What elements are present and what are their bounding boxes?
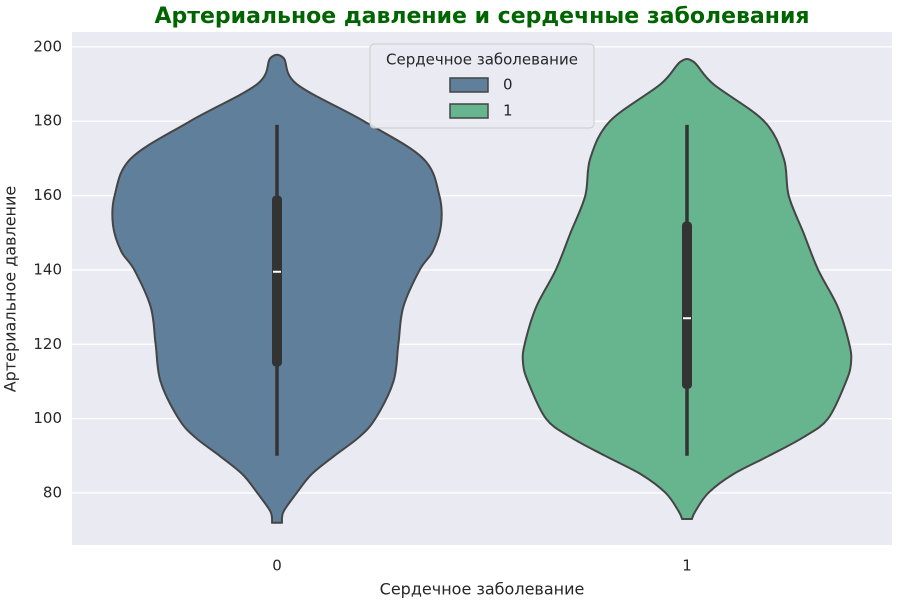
y-tick-label: 160 <box>33 186 62 204</box>
box <box>682 221 692 389</box>
x-tick-label: 0 <box>272 557 282 575</box>
marks <box>111 53 853 524</box>
x-axis-label: Сердечное заболевание <box>380 580 585 599</box>
y-tick-label: 180 <box>33 112 62 130</box>
legend-label: 1 <box>503 102 513 120</box>
y-tick-label: 100 <box>33 409 62 427</box>
y-axis-label: Артериальное давление <box>1 186 20 393</box>
y-tick-label: 140 <box>33 260 62 278</box>
legend-label: 0 <box>503 76 513 94</box>
legend-swatch <box>449 77 489 93</box>
x-tick-label: 1 <box>682 557 692 575</box>
legend-title: Сердечное заболевание <box>386 51 578 69</box>
y-tick-label: 80 <box>43 483 62 501</box>
legend: Сердечное заболевание 0 1 <box>369 43 595 129</box>
box <box>272 195 282 367</box>
legend-swatch <box>449 103 489 119</box>
y-tick-label: 120 <box>33 335 62 353</box>
y-tick-label: 200 <box>33 37 62 55</box>
chart-title: Артериальное давление и сердечные заболе… <box>154 4 809 29</box>
